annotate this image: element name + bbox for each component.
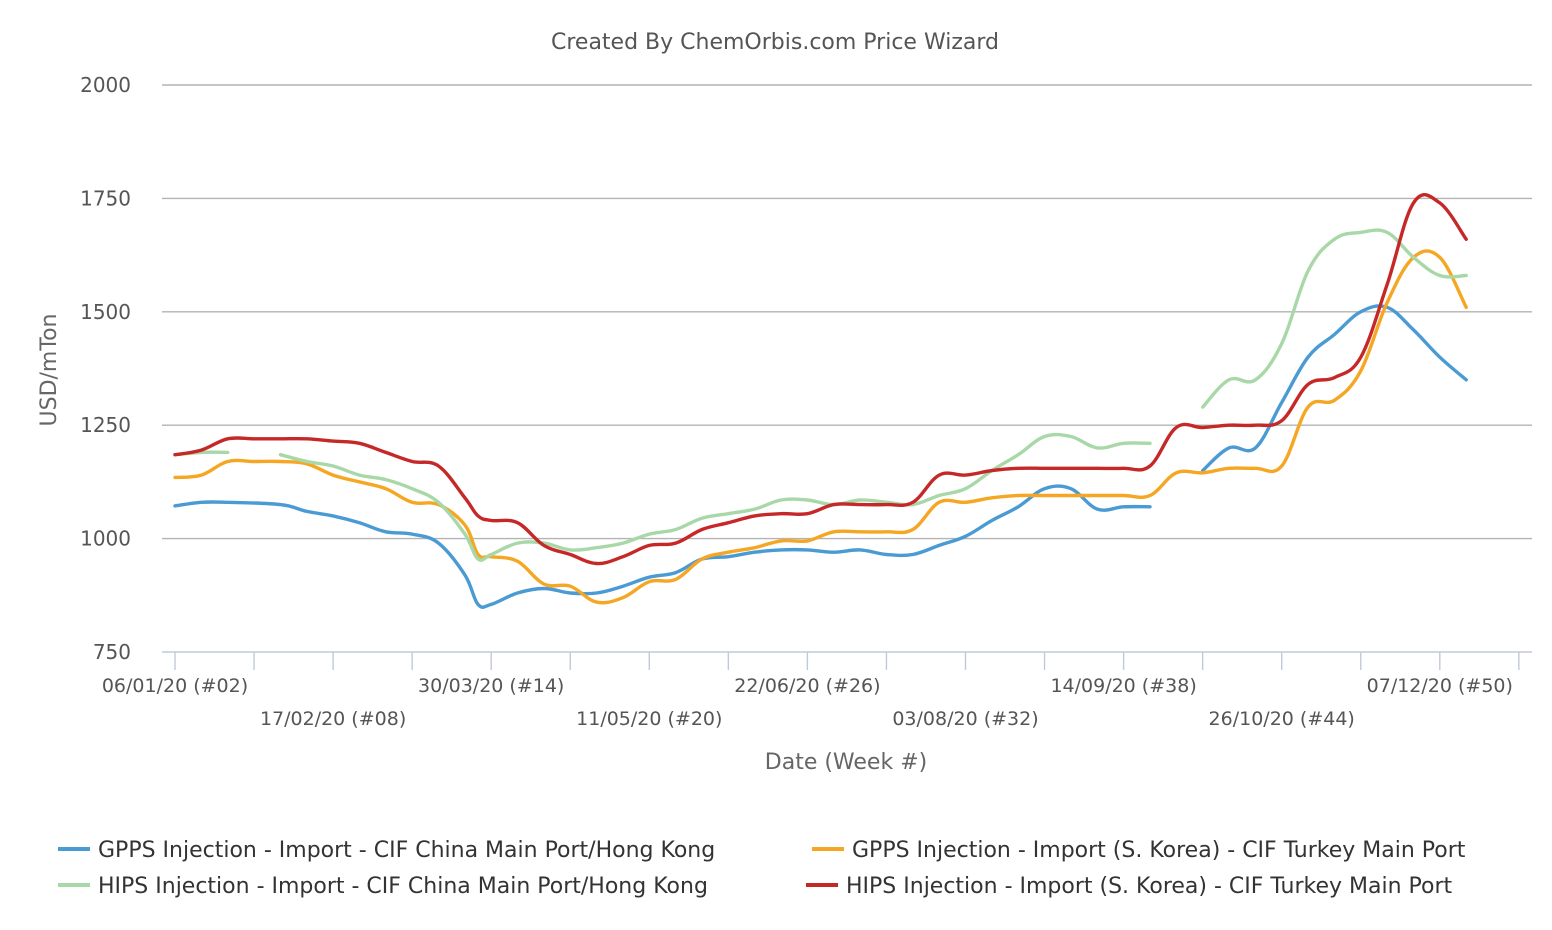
- y-tick-label: 1000: [80, 527, 131, 551]
- x-tick-label: 22/06/20 (#26): [734, 675, 880, 697]
- series-line-1: [173, 484, 1152, 609]
- x-tick-label: 07/12/20 (#50): [1367, 675, 1513, 697]
- y-tick-label: 1500: [80, 300, 131, 324]
- legend: GPPS Injection - Import - CIF China Main…: [58, 838, 1466, 899]
- legend-item-label: GPPS Injection - Import (S. Korea) - CIF…: [852, 838, 1466, 863]
- x-axis: 06/01/20 (#02) 17/02/20 (#08) 30/03/20 (#1…: [102, 651, 1532, 730]
- y-tick-label: 1750: [80, 186, 131, 210]
- legend-item-label: GPPS Injection - Import - CIF China Main…: [98, 838, 715, 863]
- legend-item-label: HIPS Injection - Import - CIF China Main…: [98, 874, 708, 899]
- x-tick-label: 03/08/20 (#32): [892, 708, 1038, 730]
- series-line-2: [173, 249, 1468, 605]
- series-line-1: [1201, 304, 1468, 473]
- y-axis-ticks: 750 1000 1250 1500 1750 2000: [80, 73, 131, 664]
- y-tick-label: 2000: [80, 73, 131, 97]
- x-tick-label: 17/02/20 (#08): [260, 708, 406, 730]
- legend-item-label: HIPS Injection - Import (S. Korea) - CIF…: [846, 874, 1453, 899]
- series-line-3: [1201, 228, 1468, 409]
- x-tick-label: 30/03/20 (#14): [418, 675, 564, 697]
- series-layer: [173, 193, 1468, 609]
- series-line-4: [173, 193, 1468, 566]
- x-tick-label: 14/09/20 (#38): [1050, 675, 1196, 697]
- x-axis-label: Date (Week #): [765, 750, 927, 775]
- series-line-3: [278, 432, 1152, 562]
- y-tick-label: 750: [93, 640, 131, 664]
- y-tick-label: 1250: [80, 413, 131, 437]
- x-tick-label: 06/01/20 (#02): [102, 675, 248, 697]
- chart-title: Created By ChemOrbis.com Price Wizard: [551, 30, 999, 55]
- grid-layer: [162, 84, 1532, 540]
- y-axis-label: USD/mTon: [37, 314, 62, 427]
- x-tick-label: 26/10/20 (#44): [1209, 708, 1355, 730]
- x-tick-label: 11/05/20 (#20): [576, 708, 722, 730]
